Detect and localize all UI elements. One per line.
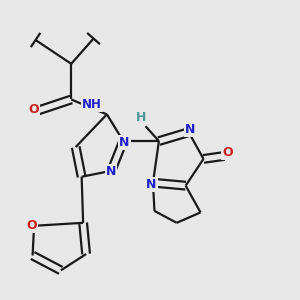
Text: H: H (136, 111, 146, 124)
Text: N: N (146, 178, 157, 191)
Text: N: N (119, 136, 130, 149)
Text: O: O (222, 146, 232, 160)
Text: O: O (29, 103, 39, 116)
Text: O: O (26, 219, 37, 232)
Text: N: N (106, 166, 116, 178)
Text: N: N (185, 123, 195, 136)
Text: NH: NH (82, 98, 102, 111)
